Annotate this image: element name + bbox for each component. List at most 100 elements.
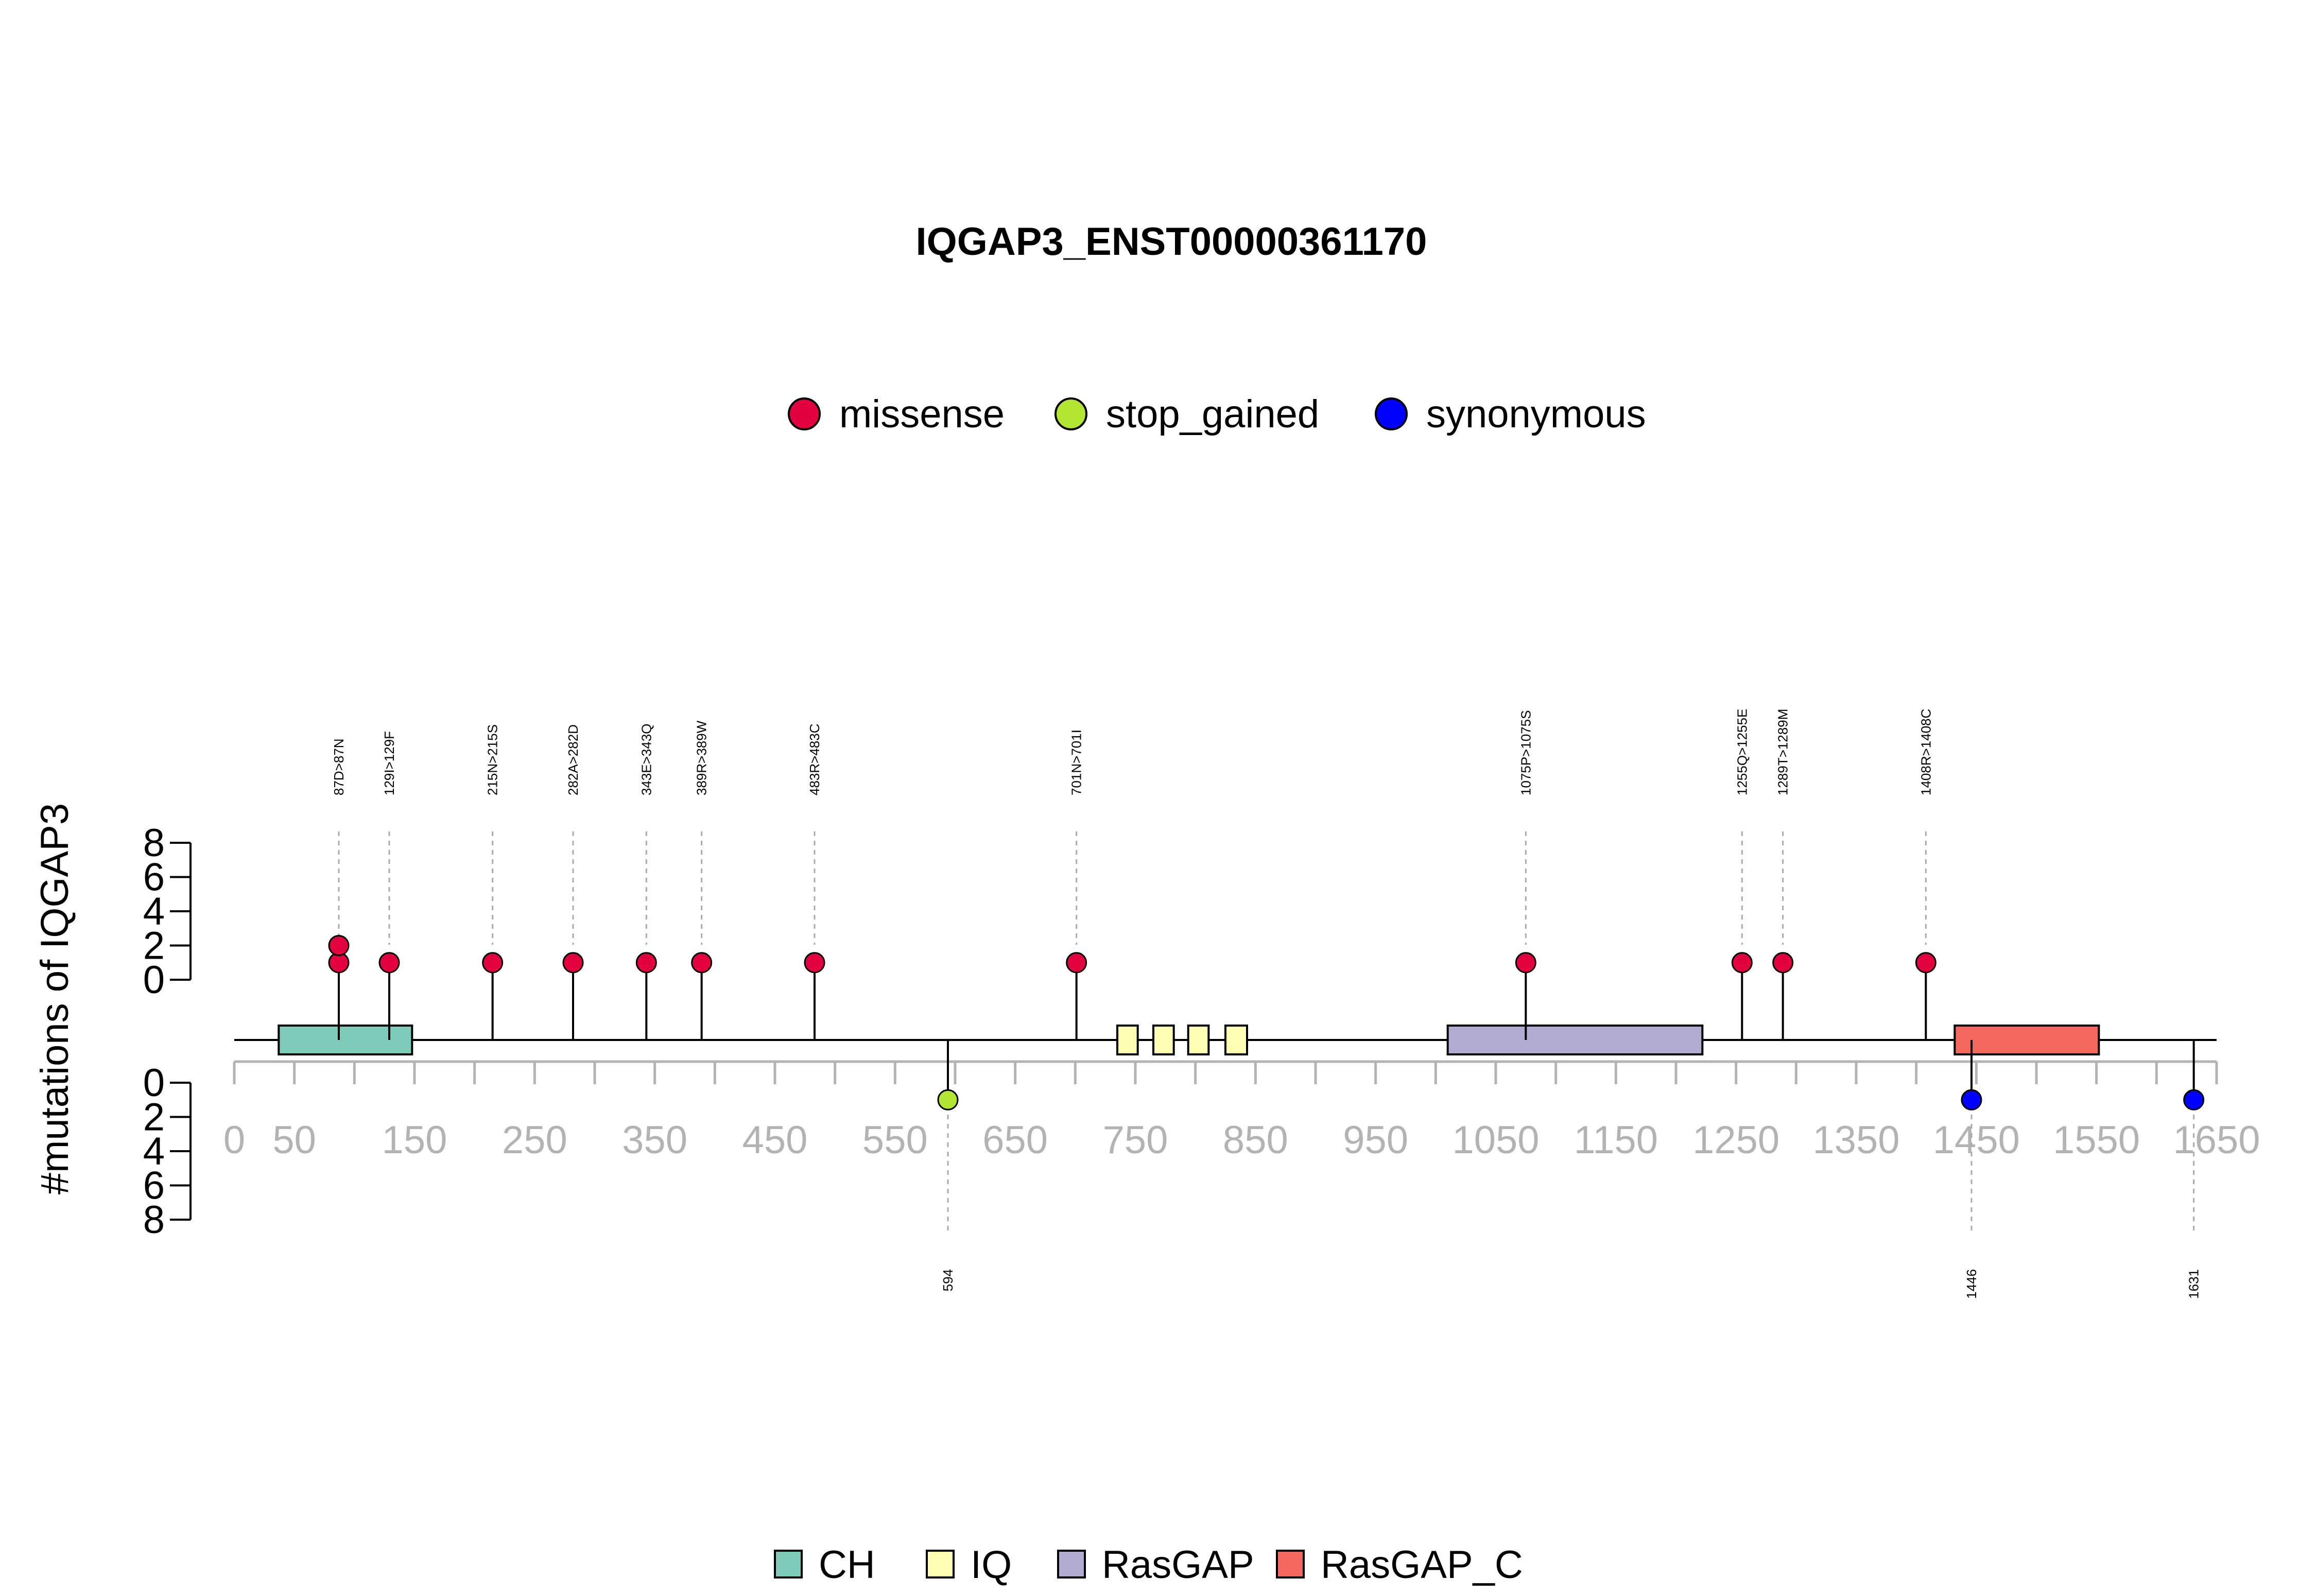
- legend-label-rasgap: RasGAP: [1102, 1543, 1254, 1587]
- legend-label-synonymous: synonymous: [1426, 392, 1646, 436]
- chart-title: IQGAP3_ENST00000361170: [916, 220, 1427, 264]
- legend-item-synonymous: synonymous: [1375, 392, 1646, 436]
- mutation-label: 1075P>1075S: [1518, 710, 1533, 795]
- mutation-label: 343E>343Q: [638, 723, 654, 795]
- domain-legend: CH IQ RasGAP RasGAP_C: [774, 1543, 1523, 1587]
- mutation-lollipops: 87D>87N 129I>129F 215N>215S 282A>282D 343E>3…: [328, 709, 2205, 1299]
- mutation-point-synonymous: [1961, 1089, 1982, 1111]
- x-axis-tick-label: 50: [272, 1118, 316, 1162]
- legend-item-rasgap-c: RasGAP_C: [1276, 1543, 1523, 1587]
- x-axis-tick-label: 1050: [1452, 1118, 1539, 1162]
- mutation-top: 282A>282D: [562, 724, 584, 1040]
- legend-label-ch: CH: [819, 1543, 875, 1587]
- legend-item-iq: IQ: [926, 1543, 1012, 1587]
- legend-item-stop_gained: stop_gained: [1054, 392, 1319, 436]
- domain-iq: [1224, 1025, 1248, 1055]
- protein-domains: [278, 1025, 2100, 1055]
- x-axis-tick-label: 950: [1343, 1118, 1408, 1162]
- legend-swatch-rasgap: [1057, 1550, 1086, 1578]
- legend-swatch-rasgap-c: [1276, 1550, 1305, 1578]
- mutation-point-missense: [635, 952, 657, 974]
- mutation-label: 87D>87N: [331, 738, 347, 795]
- x-axis-tick-label: 750: [1103, 1118, 1168, 1162]
- mutation-bottom: 594: [937, 1040, 959, 1291]
- x-axis-tick-label: 1350: [1812, 1118, 1899, 1162]
- mutation-label: 1446: [1964, 1269, 1979, 1299]
- y-axis-top-tick-label: 2: [143, 924, 165, 968]
- mutation-point-missense: [378, 952, 400, 974]
- domain-rasgap-c: [1953, 1025, 2100, 1055]
- x-axis-tick-label: 1250: [1692, 1118, 1779, 1162]
- legend-label-iq: IQ: [971, 1543, 1012, 1587]
- mutation-label: 701N>701I: [1069, 730, 1084, 795]
- mutation-point-stop_gained: [937, 1089, 959, 1111]
- legend-label-missense: missense: [839, 392, 1005, 436]
- mutation-top: 87D>87N: [328, 738, 350, 1040]
- y-axis-label: #mutations of IQGAP3: [33, 803, 77, 1194]
- mutation-label: 1255Q>1255E: [1734, 709, 1750, 795]
- mutation-point-missense: [1066, 952, 1087, 974]
- legend-marker-missense: [788, 397, 821, 430]
- legend-marker-stop_gained: [1054, 397, 1087, 430]
- y-axis-top-tick-label: 8: [143, 821, 165, 865]
- mutation-top: 483R>483C: [804, 724, 825, 1040]
- mutation-point-synonymous: [2183, 1089, 2205, 1111]
- legend-label-rasgap-c: RasGAP_C: [1321, 1543, 1523, 1587]
- mutation-point-missense: [1515, 952, 1536, 974]
- y-axis-bottom-tick-label: 8: [143, 1198, 165, 1242]
- y-axis-bottom-tick-label: 2: [143, 1096, 165, 1139]
- mutation-label: 594: [940, 1269, 956, 1291]
- legend-marker-synonymous: [1375, 397, 1408, 430]
- mutation-label: 215N>215S: [485, 724, 500, 795]
- mutation-point-missense: [328, 935, 350, 956]
- x-axis-tick-label: 1550: [2053, 1118, 2140, 1162]
- x-axis-tick-label: 550: [862, 1118, 928, 1162]
- mutation-top: 1255Q>1255E: [1731, 709, 1753, 1040]
- legend-swatch-ch: [774, 1550, 803, 1578]
- x-axis-tick-label: 350: [622, 1118, 687, 1162]
- x-axis-tick-label: 250: [502, 1118, 567, 1162]
- mutation-bottom: 1446: [1961, 1040, 1982, 1299]
- mutation-label: 1408R>1408C: [1918, 709, 1933, 795]
- legend-item-ch: CH: [774, 1543, 875, 1587]
- mutation-label: 389R>389W: [694, 720, 710, 795]
- mutation-top: 343E>343Q: [635, 723, 657, 1040]
- y-axis-top-tick-label: 4: [143, 890, 165, 933]
- mutation-top: 389R>389W: [691, 720, 713, 1040]
- x-axis-tick-label: 0: [223, 1118, 245, 1162]
- mutation-bottom: 1631: [2183, 1040, 2205, 1299]
- mutation-point-missense: [1915, 952, 1936, 974]
- legend-label-stop_gained: stop_gained: [1106, 392, 1319, 436]
- legend-swatch-iq: [926, 1550, 955, 1578]
- legend-item-missense: missense: [788, 392, 1005, 436]
- y-axis-top-tick-label: 6: [143, 856, 165, 899]
- x-axis-tick-label: 650: [982, 1118, 1048, 1162]
- mutation-top: 701N>701I: [1066, 730, 1087, 1040]
- mutation-top: 1289T>1289M: [1772, 709, 1794, 1040]
- legend-item-rasgap: RasGAP: [1057, 1543, 1254, 1587]
- mutation-point-missense: [691, 952, 713, 974]
- mutation-point-missense: [804, 952, 825, 974]
- domain-rasgap: [1446, 1025, 1704, 1055]
- mutation-top: 215N>215S: [482, 724, 504, 1040]
- mutation-type-legend: missense stop_gained synonymous: [788, 392, 1646, 436]
- mutation-point-missense: [482, 952, 504, 974]
- domain-ch: [278, 1025, 413, 1055]
- mutation-label: 483R>483C: [807, 724, 822, 796]
- y-axis-bottom-tick-label: 0: [143, 1061, 165, 1105]
- x-axis-tick-label: 450: [742, 1118, 808, 1162]
- mutation-top: 1408R>1408C: [1915, 709, 1936, 1040]
- x-axis: 0 50 150 250 350 450 550 650 750 850 950 1050 1150 12…: [223, 1060, 2260, 1162]
- x-axis-tick-label: 1150: [1574, 1118, 1658, 1162]
- mutation-top: 1075P>1075S: [1515, 710, 1536, 1040]
- x-axis-tick-label: 850: [1223, 1118, 1288, 1162]
- mutation-point-missense: [1772, 952, 1794, 974]
- x-axis-tick-label: 1650: [2173, 1118, 2260, 1162]
- mutation-point-missense: [562, 952, 584, 974]
- mutation-label: 282A>282D: [565, 724, 581, 795]
- y-axis-bottom-tick-label: 6: [143, 1164, 165, 1208]
